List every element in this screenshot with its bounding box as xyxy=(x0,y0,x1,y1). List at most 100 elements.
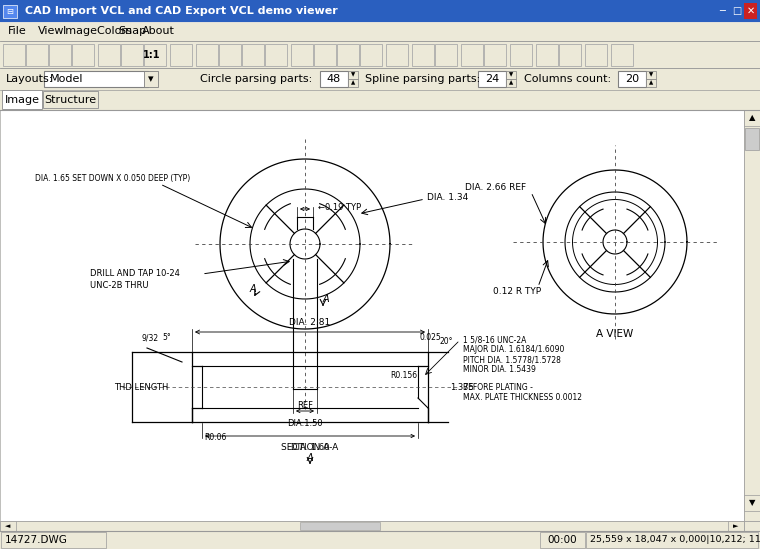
Text: A: A xyxy=(250,284,257,294)
Bar xyxy=(646,71,656,79)
Text: UNC-2B THRU: UNC-2B THRU xyxy=(90,282,148,290)
Text: CAD Import VCL and CAD Export VCL demo viewer: CAD Import VCL and CAD Export VCL demo v… xyxy=(25,6,337,16)
Text: 1 5/8-16 UNC-2A: 1 5/8-16 UNC-2A xyxy=(463,335,527,345)
Text: DIA. 2.81: DIA. 2.81 xyxy=(290,318,331,327)
Bar xyxy=(196,44,218,66)
Bar xyxy=(536,44,558,66)
Text: DRILL AND TAP 10-24: DRILL AND TAP 10-24 xyxy=(90,270,180,278)
Bar xyxy=(3,44,25,66)
Bar xyxy=(728,521,744,531)
Bar xyxy=(0,41,760,68)
Bar xyxy=(716,3,729,19)
Text: Layouts:: Layouts: xyxy=(6,74,53,84)
Text: Columns count:: Columns count: xyxy=(524,74,611,84)
Text: REF: REF xyxy=(297,401,313,410)
Bar xyxy=(0,22,760,41)
Bar xyxy=(291,44,313,66)
Bar xyxy=(506,71,516,79)
Text: ─: ─ xyxy=(720,6,726,16)
Bar xyxy=(506,79,516,87)
Text: Image: Image xyxy=(5,95,40,105)
Bar xyxy=(0,90,760,110)
Text: MAX. PLATE THICKNESS 0.0012: MAX. PLATE THICKNESS 0.0012 xyxy=(463,393,582,401)
Text: ▼: ▼ xyxy=(509,72,513,77)
Bar xyxy=(586,532,758,548)
Bar xyxy=(265,44,287,66)
Bar xyxy=(348,79,358,87)
Text: 1:1: 1:1 xyxy=(143,50,161,60)
Bar xyxy=(559,44,581,66)
Bar xyxy=(300,522,380,530)
Text: DIA. 1.60: DIA. 1.60 xyxy=(291,443,329,452)
Text: Snap: Snap xyxy=(118,26,146,36)
Bar xyxy=(1,532,106,548)
Bar xyxy=(144,71,158,87)
Bar xyxy=(219,44,241,66)
Text: Structure: Structure xyxy=(44,95,96,105)
Text: 25,559 x 18,047 x 0,000|10,212; 11,374; 0,000: 25,559 x 18,047 x 0,000|10,212; 11,374; … xyxy=(590,535,760,545)
Bar xyxy=(0,521,16,531)
Text: DIA. 1.65 SET DOWN X 0.050 DEEP (TYP): DIA. 1.65 SET DOWN X 0.050 DEEP (TYP) xyxy=(35,175,190,183)
Bar xyxy=(646,79,656,87)
Bar xyxy=(484,44,506,66)
Bar xyxy=(744,495,760,511)
Text: DIA.1.50: DIA.1.50 xyxy=(287,419,323,428)
Text: 5°: 5° xyxy=(162,333,171,343)
Bar xyxy=(0,531,760,549)
Text: BEFORE PLATING -: BEFORE PLATING - xyxy=(463,383,533,391)
Bar xyxy=(3,5,17,18)
Text: Circle parsing parts:: Circle parsing parts: xyxy=(200,74,312,84)
Bar xyxy=(26,44,48,66)
Bar xyxy=(98,44,120,66)
Text: 0.025: 0.025 xyxy=(420,333,442,343)
Bar xyxy=(412,44,434,66)
Text: 0.12 R TYP: 0.12 R TYP xyxy=(493,288,541,296)
Bar xyxy=(0,0,760,22)
Text: ►: ► xyxy=(733,523,739,529)
Text: DIA. 2.66 REF: DIA. 2.66 REF xyxy=(465,182,526,192)
Text: ▼: ▼ xyxy=(649,72,653,77)
Text: 48: 48 xyxy=(327,74,341,84)
Text: THD LENGTH: THD LENGTH xyxy=(114,383,169,391)
Bar xyxy=(618,71,646,87)
Bar xyxy=(745,128,759,150)
Bar xyxy=(144,44,166,66)
Bar xyxy=(49,44,71,66)
Bar xyxy=(744,110,760,126)
Bar xyxy=(170,44,192,66)
Bar xyxy=(0,110,744,521)
Text: File: File xyxy=(8,26,27,36)
Bar xyxy=(337,44,359,66)
Text: Model: Model xyxy=(50,74,84,84)
Text: R0.156: R0.156 xyxy=(390,371,417,379)
Text: Spline parsing parts:: Spline parsing parts: xyxy=(365,74,480,84)
Bar xyxy=(730,3,743,19)
Text: 20: 20 xyxy=(625,74,639,84)
Text: ▲: ▲ xyxy=(649,81,653,86)
Bar xyxy=(0,521,744,531)
Bar xyxy=(72,44,94,66)
Bar xyxy=(461,44,483,66)
Text: 24: 24 xyxy=(485,74,499,84)
Bar xyxy=(0,68,760,90)
Bar xyxy=(585,44,607,66)
Text: A: A xyxy=(323,294,330,304)
Bar xyxy=(611,44,633,66)
Bar xyxy=(348,71,358,79)
Text: MINOR DIA. 1.5439: MINOR DIA. 1.5439 xyxy=(463,366,536,374)
Text: ▲: ▲ xyxy=(749,114,755,122)
Text: 1.375: 1.375 xyxy=(450,383,474,391)
Text: ←0.19 TYP: ←0.19 TYP xyxy=(318,203,361,211)
Text: ▲: ▲ xyxy=(509,81,513,86)
Bar xyxy=(242,44,264,66)
Text: View: View xyxy=(38,26,65,36)
Text: 14727.DWG: 14727.DWG xyxy=(5,535,68,545)
Text: ▲: ▲ xyxy=(351,81,355,86)
Text: ▼: ▼ xyxy=(351,72,355,77)
Bar xyxy=(744,3,757,19)
Bar xyxy=(540,532,585,548)
Bar xyxy=(386,44,408,66)
Text: ▼: ▼ xyxy=(749,498,755,507)
Bar xyxy=(320,71,348,87)
Text: A: A xyxy=(307,453,313,463)
